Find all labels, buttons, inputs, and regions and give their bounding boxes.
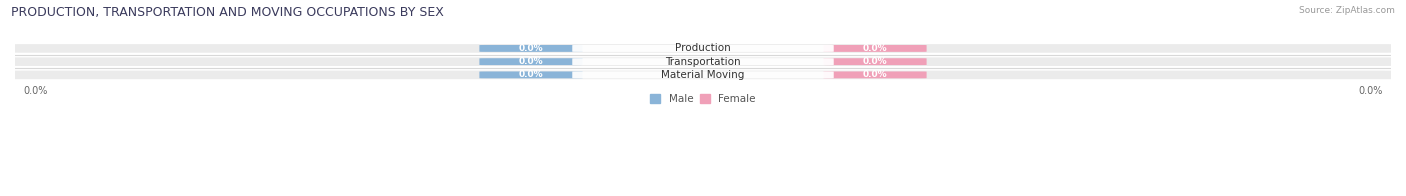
FancyBboxPatch shape: [824, 58, 927, 65]
Text: 0.0%: 0.0%: [863, 57, 887, 66]
Text: Transportation: Transportation: [665, 57, 741, 67]
Text: PRODUCTION, TRANSPORTATION AND MOVING OCCUPATIONS BY SEX: PRODUCTION, TRANSPORTATION AND MOVING OC…: [11, 6, 444, 19]
Text: 0.0%: 0.0%: [519, 57, 543, 66]
FancyBboxPatch shape: [572, 45, 834, 52]
Text: Production: Production: [675, 44, 731, 54]
FancyBboxPatch shape: [11, 71, 1395, 79]
FancyBboxPatch shape: [11, 44, 1395, 53]
FancyBboxPatch shape: [572, 58, 834, 65]
Legend: Male, Female: Male, Female: [650, 94, 756, 104]
Text: Material Moving: Material Moving: [661, 70, 745, 80]
Text: 0.0%: 0.0%: [863, 70, 887, 79]
FancyBboxPatch shape: [479, 72, 582, 78]
FancyBboxPatch shape: [11, 57, 1395, 66]
FancyBboxPatch shape: [479, 58, 582, 65]
FancyBboxPatch shape: [824, 72, 927, 78]
Text: 0.0%: 0.0%: [863, 44, 887, 53]
FancyBboxPatch shape: [572, 72, 834, 78]
Text: Source: ZipAtlas.com: Source: ZipAtlas.com: [1299, 6, 1395, 15]
Text: 0.0%: 0.0%: [519, 70, 543, 79]
FancyBboxPatch shape: [479, 45, 582, 52]
FancyBboxPatch shape: [824, 45, 927, 52]
Text: 0.0%: 0.0%: [519, 44, 543, 53]
